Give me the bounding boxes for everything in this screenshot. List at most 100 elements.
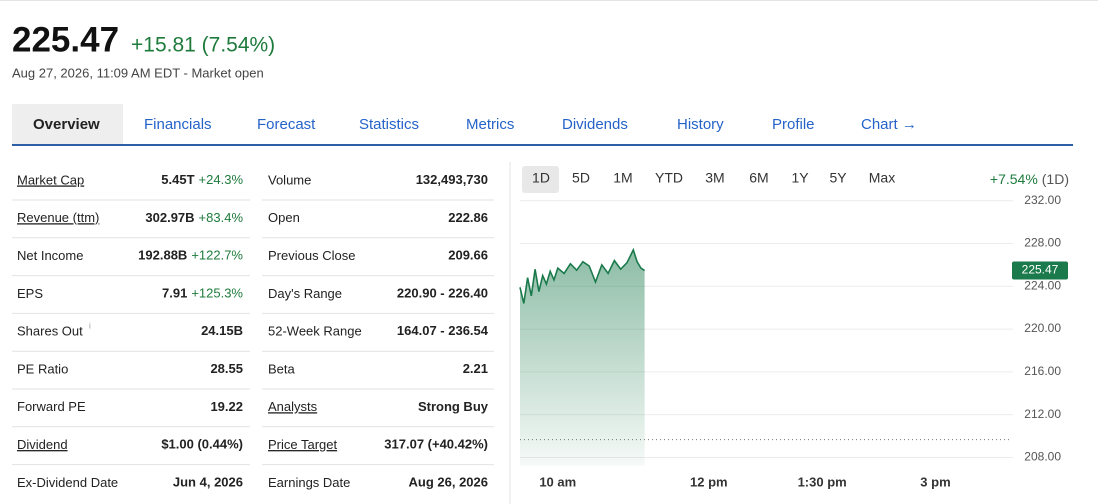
stat-label: Day's Range: [268, 286, 342, 301]
x-tick-label: 10 am: [539, 474, 576, 489]
stat-label: Volume: [268, 172, 311, 187]
y-tick-label: 208.00: [1024, 450, 1061, 464]
stat-value-text: 222.86: [448, 210, 488, 225]
stat-value-text: 2.21: [463, 361, 488, 376]
range-button[interactable]: 1Y: [791, 170, 809, 186]
range-button[interactable]: 3M: [705, 170, 724, 186]
tab[interactable]: Forecast: [257, 116, 316, 133]
range-button[interactable]: YTD: [655, 170, 683, 186]
stat-value: 132,493,730: [416, 172, 488, 187]
tab[interactable]: Profile: [772, 116, 815, 133]
stat-value-text: 192.88B: [138, 248, 187, 263]
stat-label: EPS: [17, 286, 43, 301]
x-tick-label: 1:30 pm: [798, 474, 847, 489]
stat-change: +125.3%: [191, 286, 243, 301]
stat-value: Aug 26, 2026: [409, 475, 489, 490]
range-button[interactable]: 5D: [572, 170, 590, 186]
range-button[interactable]: 5Y: [829, 170, 847, 186]
stat-value: 192.88B +122.7%: [138, 248, 243, 263]
stat-value: 7.91 +125.3%: [162, 286, 243, 301]
stat-label[interactable]: Revenue (ttm): [17, 210, 99, 225]
stat-label: Forward PE: [17, 399, 86, 414]
stat-value-text: Jun 4, 2026: [173, 475, 243, 490]
stat-value: 164.07 - 236.54: [397, 324, 489, 339]
stat-value: 2.21: [463, 361, 488, 376]
range-button[interactable]: 6M: [749, 170, 768, 186]
stat-value: $1.00 (0.44%): [161, 437, 243, 452]
stat-value: 19.22: [210, 399, 243, 414]
stat-value: 302.97B +83.4%: [145, 210, 243, 225]
tab[interactable]: Dividends: [562, 116, 628, 133]
range-selected-bg: [522, 166, 559, 193]
y-tick-label: 228.00: [1024, 236, 1061, 250]
stat-label: PE Ratio: [17, 361, 68, 376]
chart-change-value: +7.54%: [990, 171, 1038, 187]
stat-label: Net Income: [17, 248, 83, 263]
last-price-box: [1012, 261, 1068, 280]
tab[interactable]: Statistics: [359, 116, 419, 133]
stat-value-text: 209.66: [448, 248, 488, 263]
stat-value-text: 132,493,730: [416, 172, 488, 187]
stat-value: 317.07 (+40.42%): [384, 437, 488, 452]
range-button[interactable]: Max: [869, 170, 895, 186]
stat-value-text: 317.07 (+40.42%): [384, 437, 488, 452]
price-change: +15.81 (7.54%): [131, 34, 275, 57]
stat-value-text: $1.00 (0.44%): [161, 437, 243, 452]
stat-value-text: Aug 26, 2026: [409, 475, 489, 490]
price-line: [519, 247, 646, 304]
stat-value: 222.86: [448, 210, 488, 225]
range-button[interactable]: 1D: [532, 170, 550, 186]
range-button[interactable]: 1M: [613, 170, 632, 186]
tab[interactable]: Financials: [144, 116, 212, 133]
stat-label: Beta: [268, 361, 296, 376]
stat-change: +83.4%: [199, 210, 244, 225]
stat-label[interactable]: Analysts: [268, 399, 318, 414]
y-tick-label: 220.00: [1024, 321, 1061, 335]
chart-change: +7.54% (1D): [990, 171, 1069, 187]
stat-label[interactable]: Market Cap: [17, 172, 84, 187]
stat-change: +24.3%: [199, 172, 244, 187]
tab[interactable]: Chart →: [861, 116, 917, 133]
tab[interactable]: Metrics: [466, 116, 514, 133]
stat-label[interactable]: Price Target: [268, 437, 338, 452]
timestamp: Aug 27, 2026, 11:09 AM EDT - Market open: [12, 65, 264, 80]
info-icon: i: [89, 321, 91, 330]
stat-value-text: 7.91: [162, 286, 187, 301]
stat-label[interactable]: Dividend: [17, 437, 68, 452]
stat-value-text: Strong Buy: [418, 399, 489, 414]
stat-label: 52-Week Range: [268, 324, 362, 339]
stat-label: Previous Close: [268, 248, 355, 263]
stat-label: Earnings Date: [268, 475, 350, 490]
stat-value: 24.15B: [201, 324, 243, 339]
active-tab-bg: [12, 104, 123, 145]
area: [520, 249, 645, 466]
y-tick-label: 216.00: [1024, 364, 1061, 378]
price: 225.47: [12, 20, 119, 59]
stat-value: 209.66: [448, 248, 488, 263]
stat-value: 28.55: [210, 361, 243, 376]
x-tick-label: 12 pm: [690, 474, 728, 489]
y-tick-label: 232.00: [1024, 193, 1061, 207]
stat-value: 220.90 - 226.40: [397, 286, 488, 301]
y-tick-label: 224.00: [1024, 278, 1061, 292]
last-price-label: 225.47: [1022, 263, 1059, 277]
stat-value-text: 5.45T: [161, 172, 194, 187]
stat-value: Jun 4, 2026: [173, 475, 243, 490]
y-tick-label: 212.00: [1024, 407, 1061, 421]
stat-value: Strong Buy: [418, 399, 489, 414]
x-tick-label: 3 pm: [920, 474, 950, 489]
stat-value-text: 28.55: [210, 361, 243, 376]
stat-value: 5.45T +24.3%: [161, 172, 243, 187]
stat-value-text: 164.07 - 236.54: [397, 324, 489, 339]
chart-change-period: (1D): [1042, 171, 1069, 187]
stat-label: Ex-Dividend Date: [17, 475, 118, 490]
stat-value-text: 19.22: [210, 399, 243, 414]
stat-value-text: 24.15B: [201, 324, 243, 339]
stat-value-text: 302.97B: [145, 210, 194, 225]
stat-change: +122.7%: [191, 248, 243, 263]
tab[interactable]: History: [677, 116, 724, 133]
stat-label: Shares Out: [17, 324, 83, 339]
stat-label: Open: [268, 210, 300, 225]
tab[interactable]: Overview: [33, 116, 100, 133]
